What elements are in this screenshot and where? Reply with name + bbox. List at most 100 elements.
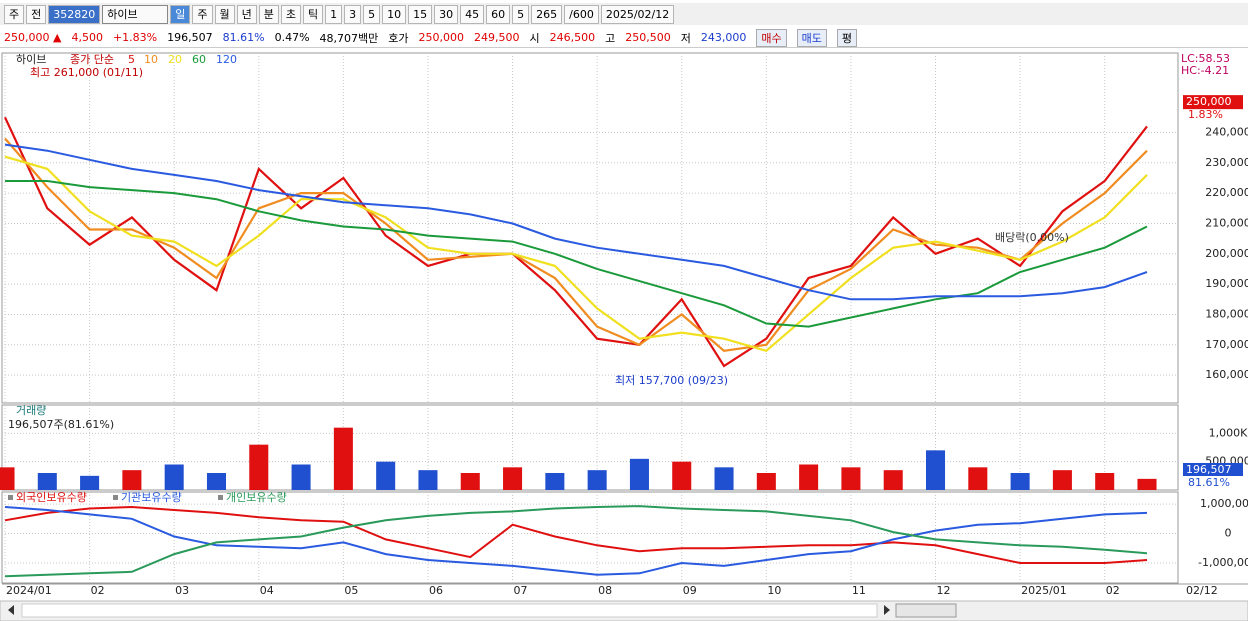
toolbar-item[interactable]: 년 xyxy=(236,4,257,24)
toolbar-item[interactable]: 틱 xyxy=(303,4,324,24)
y-tick-label: 240,000 xyxy=(1205,125,1248,138)
toolbar-item[interactable]: 1 xyxy=(325,4,343,24)
legend-prefix: 종가 단순 xyxy=(70,53,114,66)
legend-item: 외국인보유수량 xyxy=(16,491,87,504)
toolbar-item[interactable]: 하이브 xyxy=(102,4,169,24)
x-tick-label: 05 xyxy=(344,584,358,597)
y-tick-label: 1,000,000 xyxy=(1200,497,1248,510)
info-item: 243,000 xyxy=(700,31,747,44)
toolbar-item[interactable]: 10 xyxy=(382,4,407,24)
x-tick-label: 10 xyxy=(767,584,781,597)
x-tick-label: 2024/01 xyxy=(6,584,52,597)
info-item: 81.61% xyxy=(222,31,265,44)
chart-title: 거래량 xyxy=(16,404,46,417)
toolbar-item[interactable]: 일 xyxy=(170,4,191,24)
info-item[interactable]: 평 xyxy=(836,28,858,47)
volume-bar xyxy=(418,470,438,490)
change-label: 1.83% xyxy=(1188,108,1223,121)
volume-bar xyxy=(883,470,903,490)
series-line xyxy=(4,155,1148,353)
toolbar-item[interactable]: 월 xyxy=(214,4,235,24)
y-tick-label: 210,000 xyxy=(1205,216,1248,229)
toolbar-item[interactable]: 30 xyxy=(434,4,459,24)
legend-swatch xyxy=(8,495,13,500)
volume-bar xyxy=(122,470,142,490)
legend-item: 20 xyxy=(168,53,182,66)
toolbar-item[interactable]: 15 xyxy=(408,4,433,24)
x-tick-label: 07 xyxy=(514,584,528,597)
scroll-track[interactable] xyxy=(21,603,878,618)
toolbar-item[interactable]: 분 xyxy=(258,4,279,24)
toolbar-item[interactable]: 352820 xyxy=(48,4,101,24)
toolbar-item[interactable]: /600 xyxy=(564,4,599,24)
volume-bar xyxy=(587,470,607,490)
legend-swatch xyxy=(218,495,223,500)
info-bar: 250,000 ▲ 4,500 +1.83% 196,507 81.61% 0.47% 48… xyxy=(0,28,1248,48)
volume-bar xyxy=(841,467,861,490)
volume-bar xyxy=(926,450,946,490)
y-tick-label: 160,000 xyxy=(1205,368,1248,381)
y-tick-label: 190,000 xyxy=(1205,277,1248,290)
y-tick-label: 0 xyxy=(1225,527,1232,540)
corner-label: HC:-4.21 xyxy=(1181,64,1229,77)
info-item: 0.47% xyxy=(274,31,310,44)
toolbar-item[interactable]: 45 xyxy=(460,4,485,24)
volume-bar xyxy=(460,473,480,490)
volume-bar xyxy=(206,473,226,490)
volume-bar xyxy=(756,473,776,490)
toolbar-item[interactable]: 초 xyxy=(280,4,301,24)
toolbar-item[interactable]: 5 xyxy=(512,4,530,24)
volume-bar xyxy=(968,467,988,490)
toolbar-item[interactable]: 주 xyxy=(192,4,213,24)
volume-bar xyxy=(291,464,311,490)
volume-bar xyxy=(376,461,396,490)
corner-label: LC:58.53 xyxy=(1181,52,1230,65)
annotation: 배당락(0.00%) xyxy=(995,231,1069,244)
info-item[interactable]: 매도 xyxy=(796,28,827,47)
series-line xyxy=(4,505,1148,578)
info-item[interactable]: 매수 xyxy=(756,28,787,47)
toolbar-item[interactable]: 2025/02/12 xyxy=(600,4,675,24)
volume-bar xyxy=(37,473,57,490)
toolbar-item[interactable]: 전 xyxy=(26,4,47,24)
info-item: 저 xyxy=(680,31,691,45)
toolbar-item[interactable]: 3 xyxy=(344,4,362,24)
legend-item: 120 xyxy=(216,53,237,66)
x-tick-label: 02 xyxy=(91,584,105,597)
info-item: 호가 xyxy=(388,31,409,45)
volume-bar xyxy=(0,467,15,490)
annotation: 최저 157,700 (09/23) xyxy=(615,374,728,387)
legend-swatch xyxy=(113,495,118,500)
last-price-label: 250,000 xyxy=(1186,95,1232,108)
toolbar-item[interactable]: 60 xyxy=(486,4,511,24)
info-item: 시 xyxy=(529,31,540,45)
legend-item: 60 xyxy=(192,53,206,66)
playback-buttons[interactable] xyxy=(895,603,957,618)
volume-bar xyxy=(672,461,692,490)
y-tick-label: 230,000 xyxy=(1205,156,1248,169)
x-end-label: 02/12 xyxy=(1186,584,1218,597)
chart-title: 하이브 xyxy=(16,52,46,66)
toolbar-item[interactable]: 5 xyxy=(363,4,381,24)
volume-bar xyxy=(1137,478,1157,490)
volume-bar xyxy=(1095,473,1115,490)
y-tick-label: 180,000 xyxy=(1205,307,1248,320)
info-item: +1.83% xyxy=(112,31,158,44)
y-tick-label: 170,000 xyxy=(1205,338,1248,351)
ratio-label: 81.61% xyxy=(1188,476,1230,489)
info-item: 246,500 xyxy=(549,31,596,44)
x-tick-label: 09 xyxy=(683,584,697,597)
info-item: 고 xyxy=(605,31,616,45)
volume-bar xyxy=(1052,470,1072,490)
chart-subtitle: 196,507주(81.61%) xyxy=(8,418,114,431)
series-line xyxy=(4,505,1148,564)
legend-item: 10 xyxy=(144,53,158,66)
last-price-box xyxy=(1183,95,1243,110)
volume-bar xyxy=(799,464,819,490)
x-tick-label: 11 xyxy=(852,584,866,597)
toolbar-item[interactable]: 주 xyxy=(4,4,25,24)
x-tick-label: 06 xyxy=(429,584,443,597)
toolbar-item[interactable]: 265 xyxy=(531,4,563,24)
